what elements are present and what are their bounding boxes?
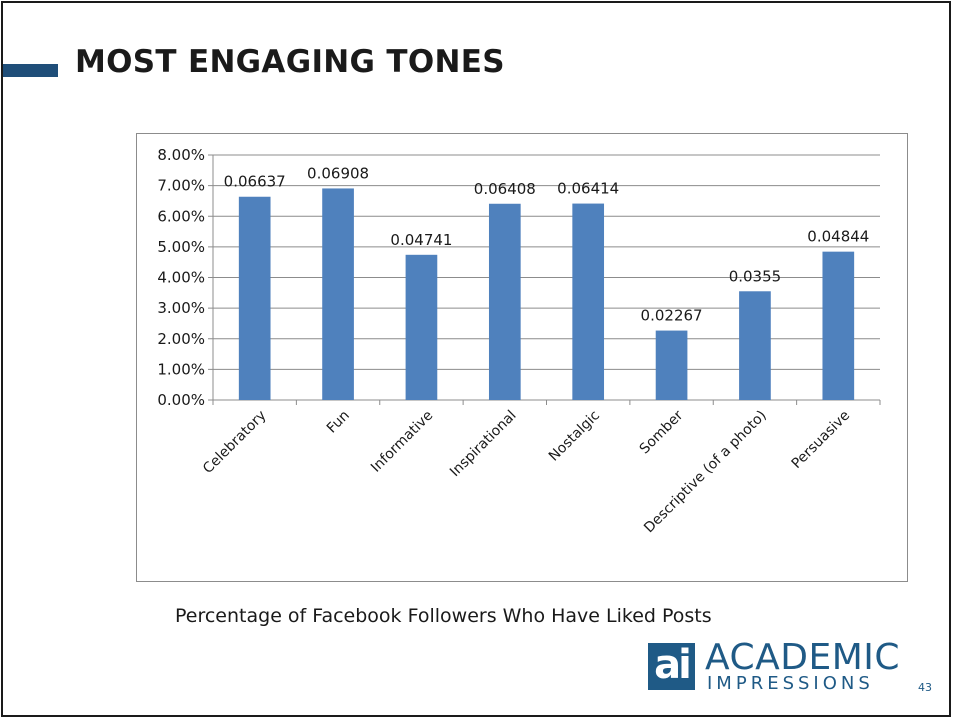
y-tick-label: 2.00% — [157, 330, 205, 348]
y-tick-label: 5.00% — [157, 238, 205, 256]
x-tick-label: Persuasive — [789, 408, 853, 472]
x-tick-label: Fun — [324, 408, 353, 437]
y-tick-label: 7.00% — [157, 177, 205, 195]
logo-word-academic: ACADEMIC — [705, 637, 901, 678]
x-tick-label: Inspirational — [447, 408, 520, 481]
y-tick-label: 3.00% — [157, 299, 205, 317]
chart-caption: Percentage of Facebook Followers Who Hav… — [175, 605, 712, 627]
y-tick-label: 1.00% — [157, 360, 205, 378]
slide-title: MOST ENGAGING TONES — [75, 44, 505, 80]
academic-impressions-logo: ai ACADEMIC IMPRESSIONS — [648, 637, 908, 703]
data-label: 0.06408 — [474, 180, 536, 198]
bar — [822, 251, 855, 400]
y-tick-label: 6.00% — [157, 207, 205, 225]
page-number: 43 — [918, 681, 932, 694]
bar — [488, 203, 521, 400]
data-label: 0.04741 — [390, 231, 452, 249]
bar — [739, 291, 771, 400]
data-label: 0.04844 — [807, 228, 869, 246]
y-tick-label: 4.00% — [157, 269, 205, 287]
y-tick-label: 0.00% — [157, 391, 205, 409]
y-tick-label: 8.00% — [157, 146, 205, 164]
bar — [238, 196, 271, 400]
data-label: 0.06414 — [557, 180, 619, 198]
bar — [572, 203, 605, 400]
bar-chart: 0.00% 1.00% 2.00% 3.00% 4.00% 5.00% 6.00% 7.00%… — [157, 146, 881, 536]
data-label: 0.06637 — [224, 173, 286, 191]
bar — [655, 330, 688, 400]
x-tick-label: Nostalgic — [546, 408, 603, 465]
chart-frame: 0.00% 1.00% 2.00% 3.00% 4.00% 5.00% 6.00% 7.00%… — [136, 133, 908, 582]
title-marker-bar — [3, 64, 58, 77]
x-tick-label: Somber — [637, 407, 687, 457]
x-tick-label: Celebratory — [200, 408, 269, 477]
x-tick-label: Informative — [368, 408, 436, 476]
logo-word-impressions: IMPRESSIONS — [707, 673, 874, 694]
logo-mark: ai — [648, 643, 695, 690]
data-label: 0.0355 — [729, 267, 782, 285]
bar — [405, 254, 438, 400]
data-label: 0.06908 — [307, 164, 369, 182]
data-label: 0.02267 — [641, 307, 703, 325]
bar — [322, 188, 354, 400]
